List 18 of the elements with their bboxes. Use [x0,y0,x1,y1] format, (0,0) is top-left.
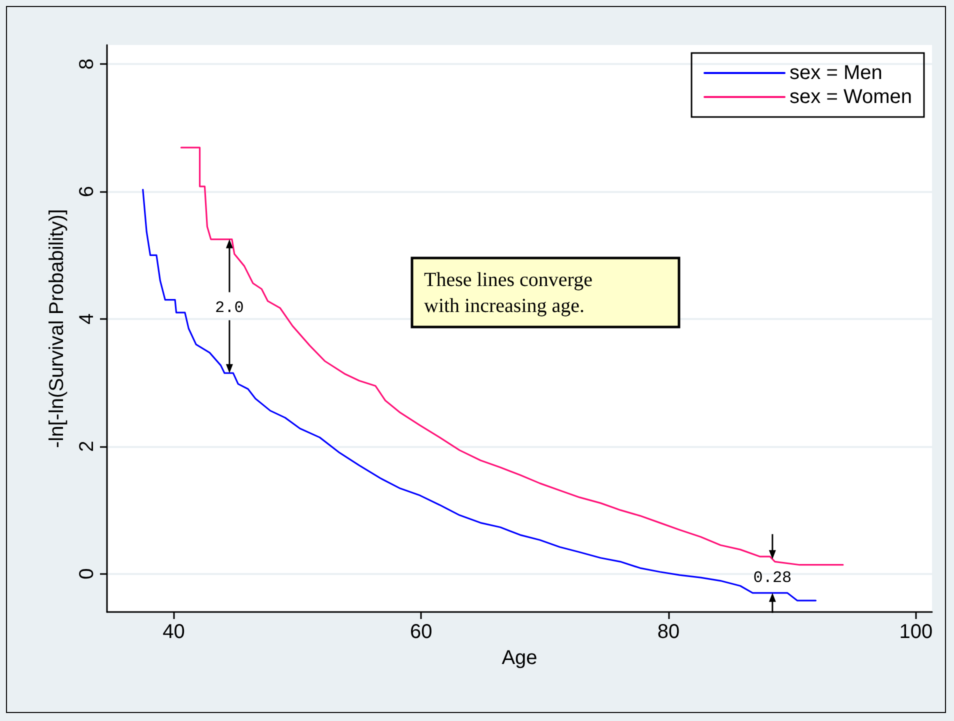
y-tick-label: 4 [76,313,98,325]
y-tick-label: 8 [76,58,98,70]
y-tick-label: 2 [76,440,98,452]
y-axis-title: -ln[-ln(Survival Probability)] [46,209,68,448]
legend-label: sex = Men [790,62,882,84]
x-tick-label: 60 [410,621,432,643]
annotation: 2.0 [215,299,244,318]
x-tick-label: 100 [899,621,933,643]
legend-label: sex = Women [790,86,912,108]
x-tick-label: 80 [657,621,680,643]
y-tick-label: 6 [76,186,98,198]
x-tick-label: 40 [162,621,185,643]
line-series [142,188,817,602]
x-axis-title: Age [502,647,538,669]
y-tick-label: 0 [76,568,98,580]
annotation: 0.28 [753,569,792,588]
annotation: These lines converge with increasing age. [424,269,593,317]
line-series [180,146,844,566]
